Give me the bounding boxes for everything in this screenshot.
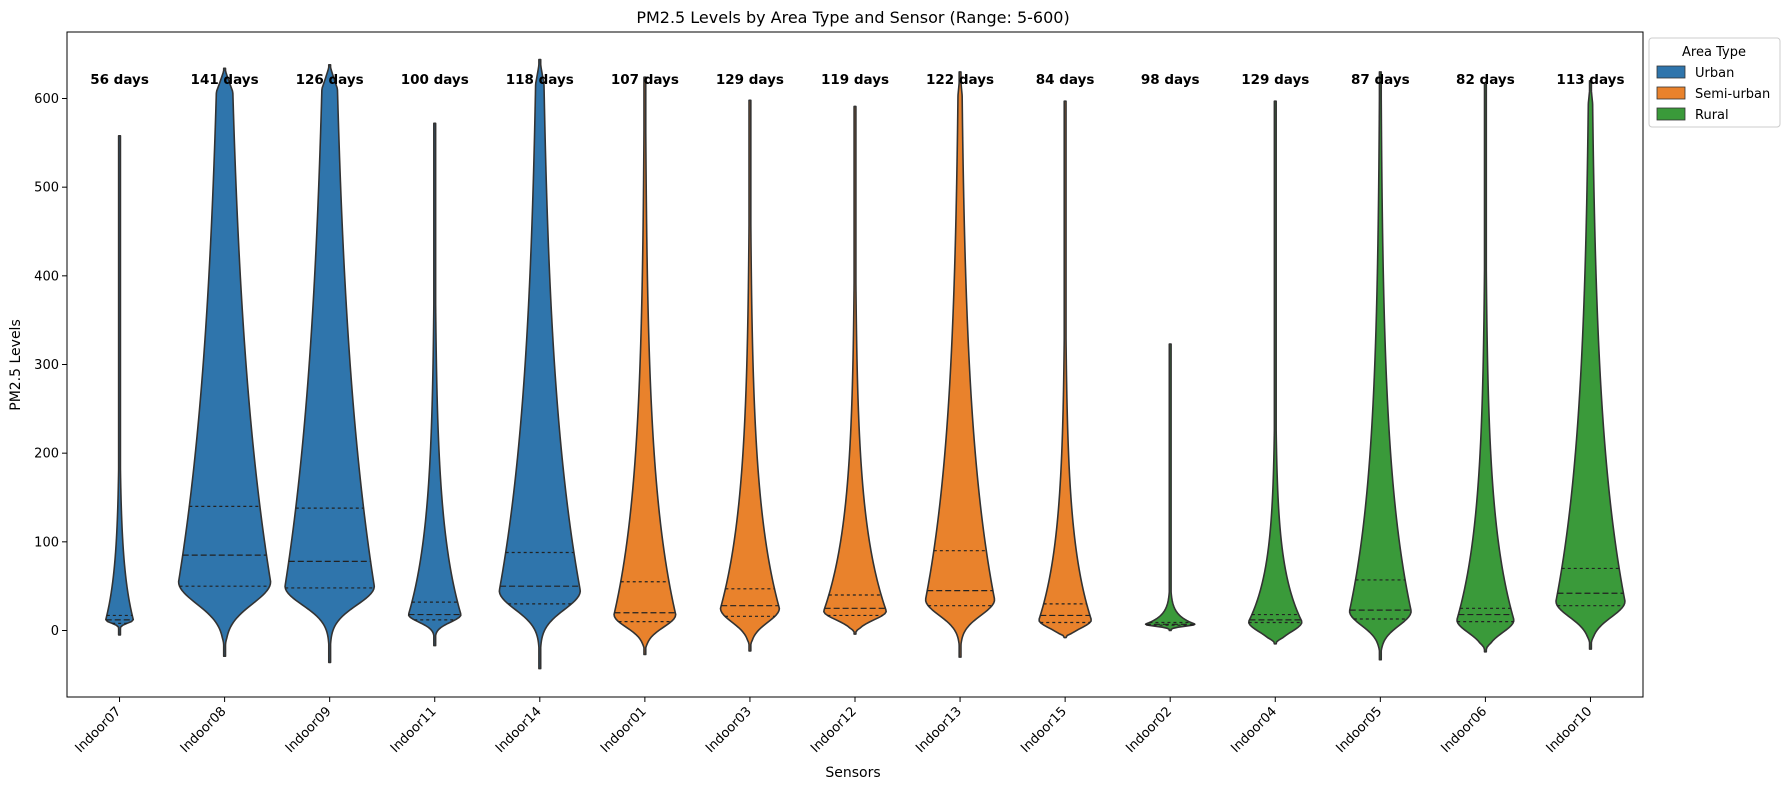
x-tick-label-Indoor15: Indoor15 xyxy=(1018,704,1070,756)
days-label-Indoor15: 84 days xyxy=(1036,72,1095,88)
violin-Indoor10 xyxy=(1555,79,1626,650)
y-tick-label: 0 xyxy=(51,624,59,639)
violin-Indoor11 xyxy=(407,122,462,647)
violin-Indoor02 xyxy=(1145,343,1196,632)
legend-swatch-Semi-urban xyxy=(1656,86,1686,100)
days-label-Indoor10: 113 days xyxy=(1556,72,1624,88)
days-label-Indoor09: 126 days xyxy=(296,72,364,88)
x-tick-label-Indoor05: Indoor05 xyxy=(1333,704,1385,756)
violin-Indoor14 xyxy=(498,58,582,670)
days-label-Indoor03: 129 days xyxy=(716,72,784,88)
days-label-Indoor06: 82 days xyxy=(1456,72,1515,88)
chart-title: PM2.5 Levels by Area Type and Sensor (Ra… xyxy=(636,8,1069,27)
legend-entries: Urban Semi-urban Rural xyxy=(1656,65,1770,123)
days-labels-group: 56 days 141 days 126 days 100 days 118 days 1… xyxy=(90,72,1624,88)
x-tick-label-Indoor07: Indoor07 xyxy=(73,704,125,756)
legend-box xyxy=(1648,37,1781,128)
plot-frame xyxy=(66,31,1644,698)
days-label-Indoor04: 129 days xyxy=(1241,72,1309,88)
x-axis-label: Sensors xyxy=(825,765,880,781)
legend-swatch-Urban xyxy=(1656,65,1686,79)
x-tick-label-Indoor12: Indoor12 xyxy=(808,704,860,756)
y-axis-label: PM2.5 Levels xyxy=(8,319,24,411)
y-tick-label: 600 xyxy=(34,92,59,107)
x-tick-label-Indoor04: Indoor04 xyxy=(1228,704,1280,756)
violin-Indoor03 xyxy=(719,99,781,652)
y-axis: 0 100 200 300 400 500 600 xyxy=(34,92,67,639)
x-tick-label-Indoor03: Indoor03 xyxy=(703,704,755,756)
x-tick-label-Indoor06: Indoor06 xyxy=(1439,704,1491,756)
violin-Indoor07 xyxy=(105,134,135,636)
x-tick-label-Indoor09: Indoor09 xyxy=(283,704,335,756)
y-tick-label: 500 xyxy=(34,181,59,196)
violin-Indoor13 xyxy=(924,71,996,658)
violin-Indoor05 xyxy=(1348,71,1412,661)
days-label-Indoor07: 56 days xyxy=(90,72,149,88)
y-tick-label: 200 xyxy=(34,447,59,462)
violin-Indoor04 xyxy=(1248,100,1303,645)
y-tick-label: 300 xyxy=(34,358,59,373)
violin-Indoor09 xyxy=(284,64,376,664)
x-tick-label-Indoor11: Indoor11 xyxy=(388,704,440,756)
violin-Indoor06 xyxy=(1456,83,1515,653)
days-label-Indoor14: 118 days xyxy=(506,72,574,88)
days-label-Indoor02: 98 days xyxy=(1141,72,1200,88)
days-label-Indoor11: 100 days xyxy=(401,72,469,88)
legend-label-Semi-urban: Semi-urban xyxy=(1695,87,1770,102)
x-tick-label-Indoor02: Indoor02 xyxy=(1123,704,1175,756)
y-tick-label: 400 xyxy=(34,269,59,284)
days-label-Indoor13: 122 days xyxy=(926,72,994,88)
x-tick-label-Indoor13: Indoor13 xyxy=(913,704,965,756)
legend: Area Type Urban Semi-urban Rural xyxy=(1648,37,1781,128)
x-tick-label-Indoor14: Indoor14 xyxy=(493,704,545,756)
legend-swatch-Rural xyxy=(1656,107,1686,121)
legend-label-Urban: Urban xyxy=(1695,66,1734,81)
violin-Indoor08 xyxy=(177,67,272,658)
y-tick-label: 100 xyxy=(34,535,59,550)
x-tick-label-Indoor08: Indoor08 xyxy=(178,704,230,756)
days-label-Indoor12: 119 days xyxy=(821,72,889,88)
violin-Indoor15 xyxy=(1038,100,1092,639)
x-tick-label-Indoor10: Indoor10 xyxy=(1544,704,1596,756)
days-label-Indoor05: 87 days xyxy=(1351,72,1410,88)
legend-label-Rural: Rural xyxy=(1695,108,1729,123)
days-label-Indoor08: 141 days xyxy=(191,72,259,88)
x-tick-label-Indoor01: Indoor01 xyxy=(598,704,650,756)
x-axis: Indoor07 Indoor08 Indoor09 Indoor11 Indoor14… xyxy=(73,697,1596,756)
violin-Indoor12 xyxy=(823,105,887,635)
violins-group xyxy=(105,58,1626,670)
legend-title: Area Type xyxy=(1682,45,1746,60)
days-label-Indoor01: 107 days xyxy=(611,72,679,88)
violin-Indoor01 xyxy=(613,76,677,656)
